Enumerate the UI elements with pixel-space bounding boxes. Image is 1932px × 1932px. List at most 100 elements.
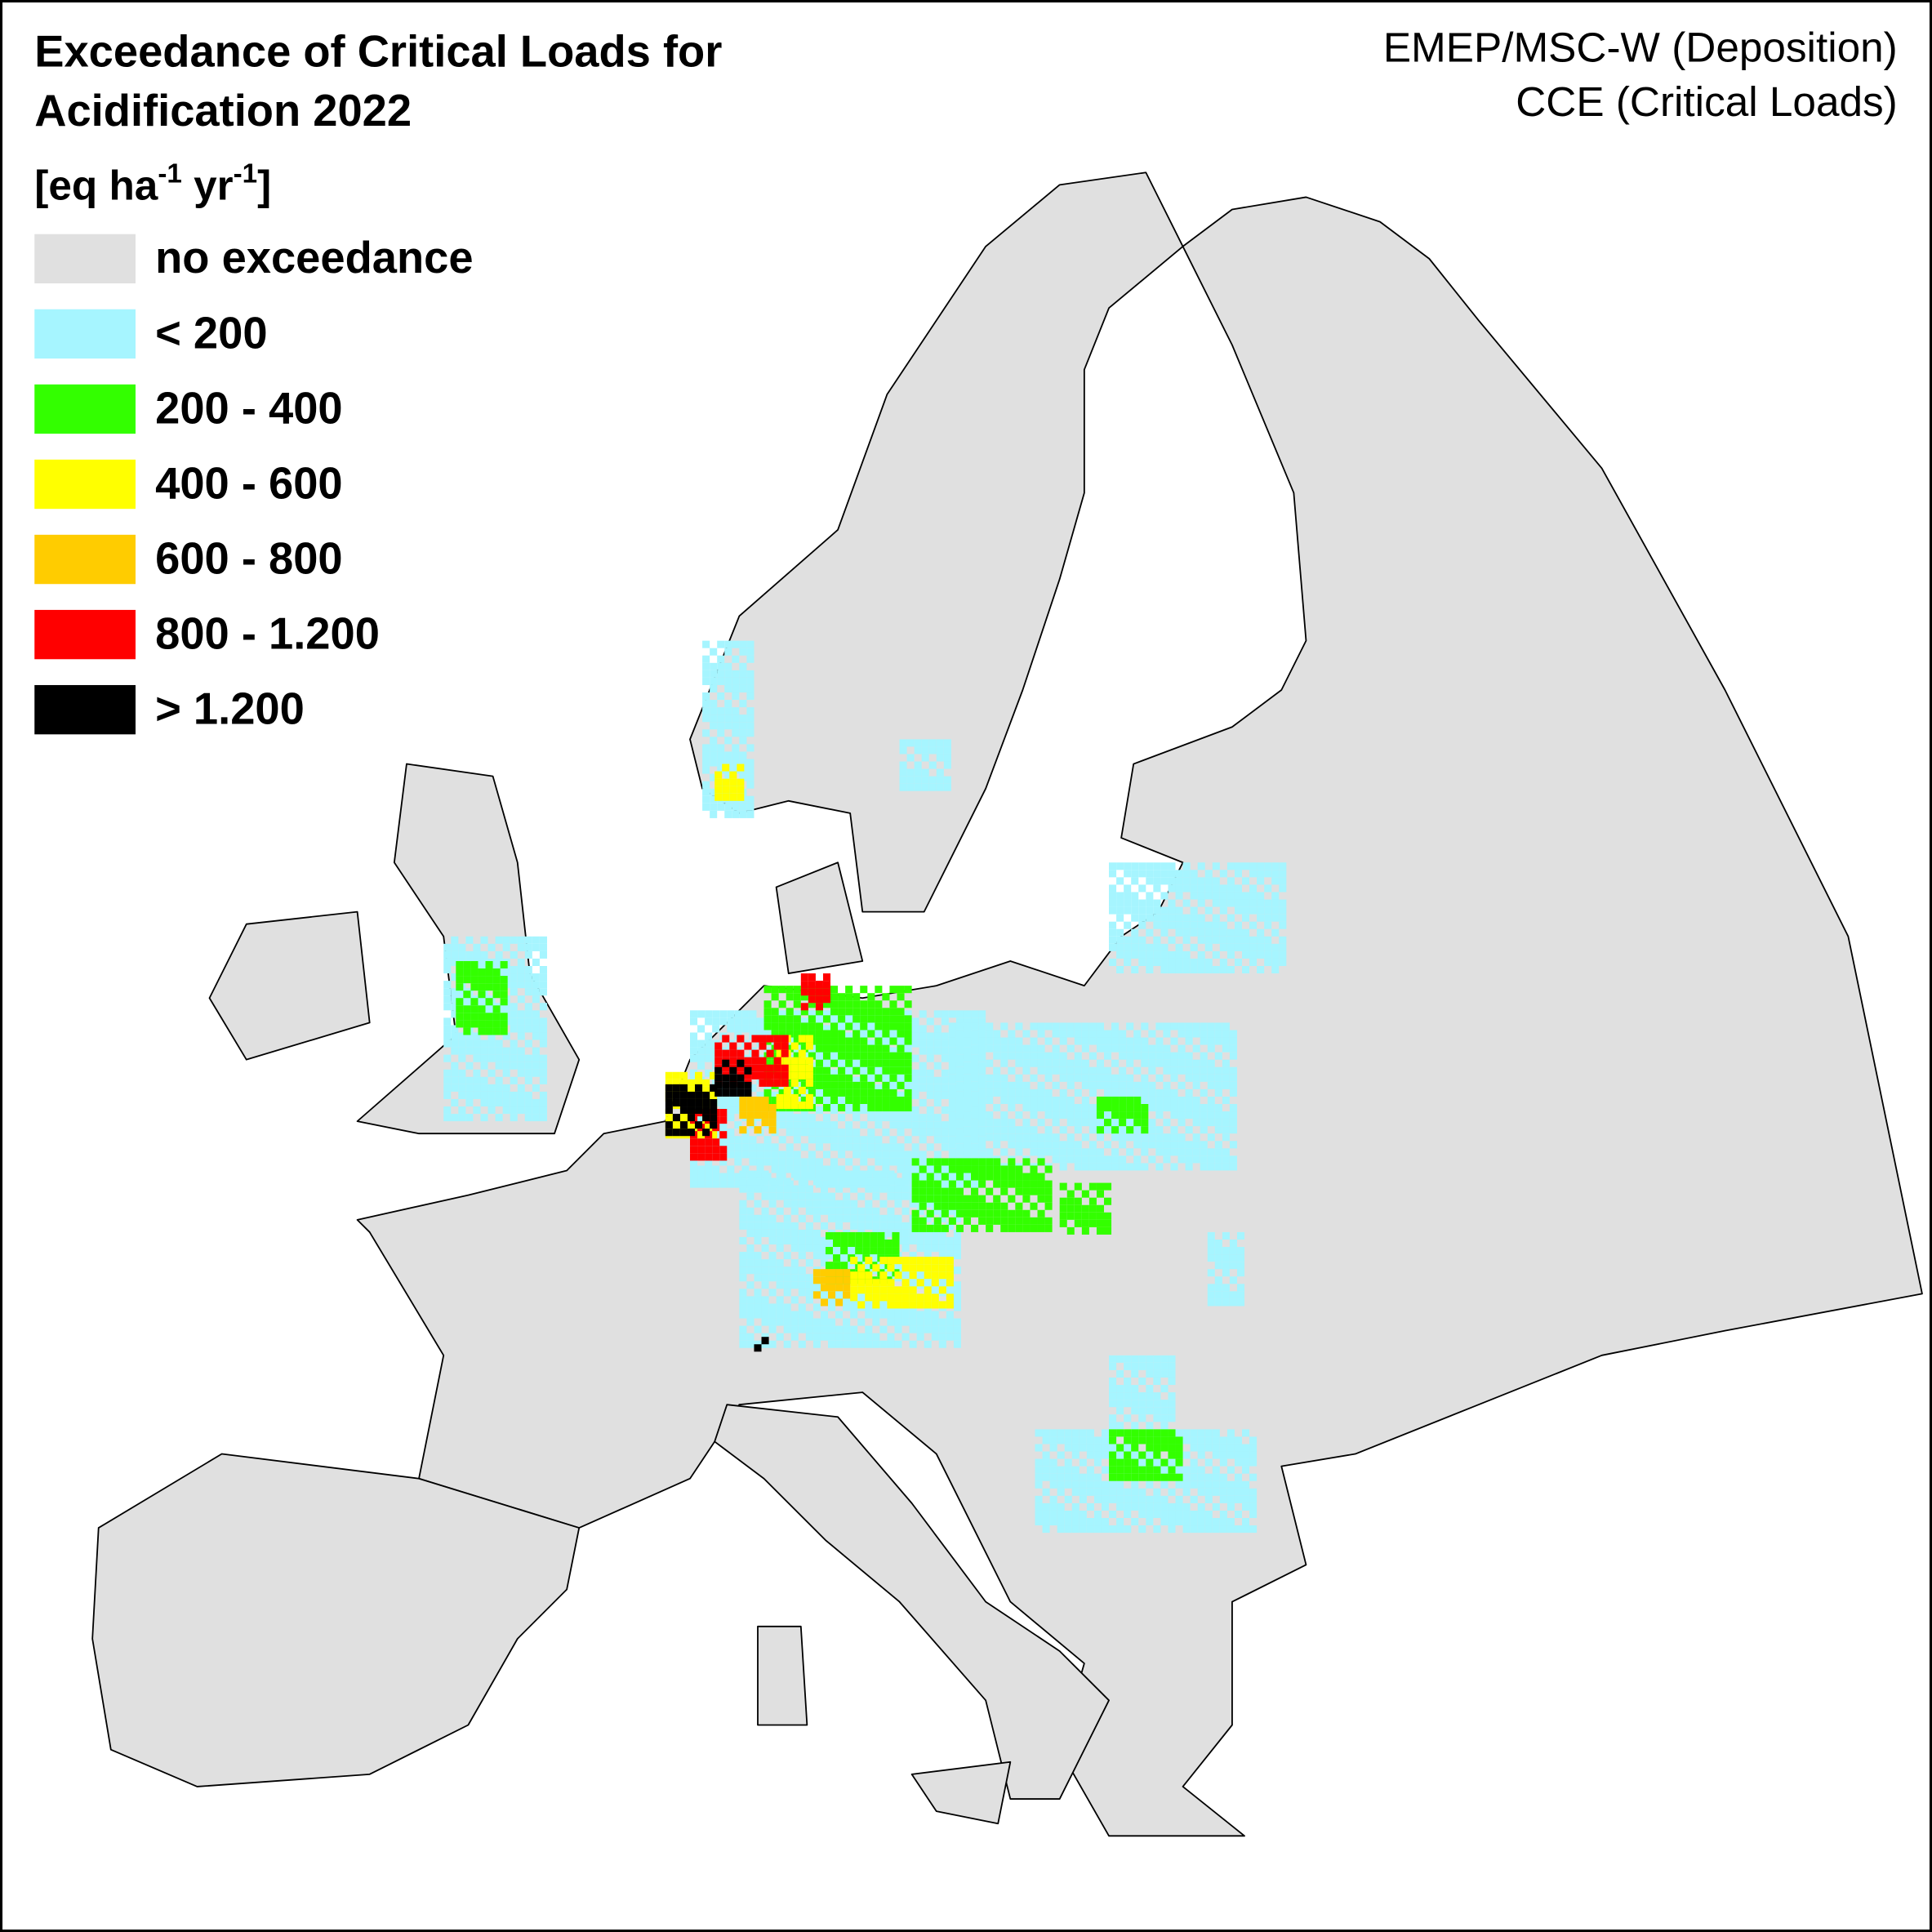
exceedance-cell <box>993 1158 1001 1166</box>
exceedance-cell <box>830 1081 839 1089</box>
exceedance-cell <box>872 1207 880 1215</box>
exceedance-cell <box>727 1098 735 1107</box>
exceedance-cell <box>887 1286 895 1294</box>
exceedance-cell <box>879 1177 888 1186</box>
exceedance-cell <box>1175 1495 1183 1503</box>
exceedance-cell <box>860 1106 868 1115</box>
exceedance-cell <box>948 1098 956 1107</box>
exceedance-cell <box>1207 1247 1215 1255</box>
exceedance-cell <box>485 998 493 1006</box>
exceedance-cell <box>897 1128 905 1137</box>
exceedance-cell <box>1168 936 1176 944</box>
exceedance-cell <box>875 1158 883 1166</box>
exceedance-cell <box>1219 899 1227 907</box>
exceedance-cell <box>1249 1473 1258 1481</box>
exceedance-cell <box>1190 884 1198 893</box>
exceedance-cell <box>1219 966 1227 974</box>
exceedance-cell <box>702 692 710 701</box>
exceedance-cell <box>1074 1141 1082 1149</box>
exceedance-cell <box>1116 1369 1124 1378</box>
exceedance-cell <box>1279 958 1287 966</box>
exceedance-cell <box>1000 1224 1008 1232</box>
exceedance-cell <box>539 1091 547 1099</box>
exceedance-cell <box>1185 1088 1193 1097</box>
exceedance-cell <box>458 1032 466 1040</box>
exceedance-cell <box>790 1192 799 1200</box>
exceedance-cell <box>1212 877 1220 885</box>
exceedance-cell <box>812 1244 821 1253</box>
exceedance-cell <box>1116 928 1124 937</box>
exceedance-cell <box>938 1229 946 1237</box>
exceedance-cell <box>1049 1473 1057 1481</box>
exceedance-cell <box>1049 1480 1057 1489</box>
exceedance-cell <box>1035 1495 1043 1503</box>
exceedance-cell <box>1066 1104 1075 1112</box>
exceedance-cell <box>1000 1074 1008 1082</box>
exceedance-cell <box>1234 1444 1242 1452</box>
exceedance-cell <box>1000 1088 1008 1097</box>
exceedance-cell <box>911 1209 919 1218</box>
exceedance-cell <box>793 1121 801 1129</box>
exceedance-cell <box>1192 1148 1200 1156</box>
exceedance-cell <box>524 1017 532 1026</box>
exceedance-cell <box>1168 1400 1176 1408</box>
exceedance-cell <box>1207 1111 1215 1120</box>
exceedance-cell <box>510 1025 518 1033</box>
exceedance-cell <box>783 1101 791 1110</box>
exceedance-cell <box>805 1079 813 1087</box>
exceedance-cell <box>1141 1148 1149 1156</box>
exceedance-cell <box>732 677 740 685</box>
exceedance-cell <box>933 1180 942 1188</box>
exceedance-cell <box>919 1032 927 1040</box>
exceedance-cell <box>1124 1414 1132 1422</box>
exceedance-cell <box>1037 1180 1045 1188</box>
exceedance-cell <box>1182 936 1191 944</box>
exceedance-cell <box>739 648 747 656</box>
exceedance-cell <box>712 1153 720 1161</box>
exceedance-cell <box>1101 1480 1110 1489</box>
exceedance-cell <box>1049 1429 1057 1437</box>
exceedance-cell <box>500 998 508 1006</box>
exceedance-cell <box>926 1187 934 1195</box>
exceedance-cell <box>889 1143 897 1151</box>
exceedance-cell <box>1086 1502 1094 1511</box>
exceedance-cell <box>778 1022 786 1031</box>
exceedance-cell <box>820 1236 828 1245</box>
exceedance-cell <box>914 776 922 784</box>
exceedance-cell <box>971 1158 979 1166</box>
exceedance-cell <box>1249 906 1258 915</box>
exceedance-cell <box>1111 1155 1120 1164</box>
exceedance-cell <box>919 1010 927 1018</box>
exceedance-cell <box>500 976 508 984</box>
exceedance-cell <box>1249 1444 1258 1452</box>
exceedance-cell <box>1204 892 1213 900</box>
exceedance-cell <box>1138 936 1146 944</box>
exceedance-cell <box>857 1279 866 1287</box>
exceedance-cell <box>1126 1037 1134 1045</box>
exceedance-cell <box>838 1062 846 1070</box>
exceedance-cell <box>986 1224 994 1232</box>
exceedance-cell <box>739 1170 747 1178</box>
exceedance-cell <box>1197 928 1205 937</box>
exceedance-cell <box>1116 1451 1124 1459</box>
exceedance-cell <box>768 1311 777 1319</box>
exceedance-cell <box>1160 921 1169 929</box>
exceedance-cell <box>1257 899 1265 907</box>
exceedance-cell <box>887 1207 895 1215</box>
exceedance-cell <box>732 670 740 678</box>
exceedance-cell <box>1175 966 1183 974</box>
exceedance-cell <box>875 1022 883 1031</box>
exceedance-cell <box>1257 892 1265 900</box>
exceedance-cell <box>963 1195 972 1203</box>
exceedance-cell <box>756 1017 764 1026</box>
exceedance-cell <box>1057 1510 1065 1518</box>
exceedance-cell <box>897 1158 905 1166</box>
exceedance-cell <box>833 1262 841 1270</box>
exceedance-cell <box>679 1091 688 1099</box>
exceedance-cell <box>1111 1030 1120 1038</box>
exceedance-cell <box>1052 1022 1060 1031</box>
exceedance-cell <box>1074 1163 1082 1171</box>
exceedance-cell <box>717 640 725 648</box>
exceedance-cell <box>820 1284 828 1292</box>
exceedance-cell <box>1030 1141 1038 1149</box>
